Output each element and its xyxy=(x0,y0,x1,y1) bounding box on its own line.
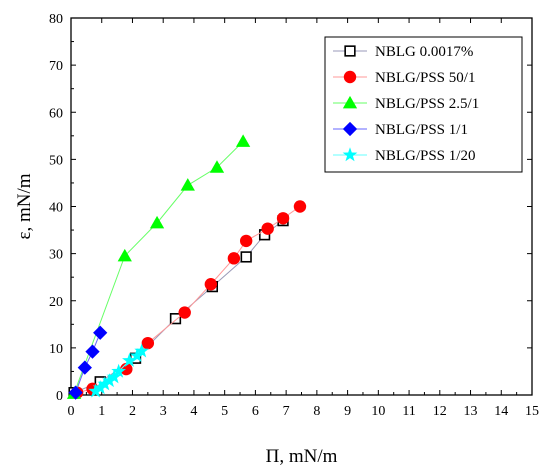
series-4 xyxy=(68,325,108,400)
series-line xyxy=(75,332,101,393)
data-point xyxy=(117,248,132,262)
x-tick-label: 13 xyxy=(464,404,478,419)
x-tick-label: 2 xyxy=(129,404,136,419)
data-point xyxy=(134,343,150,358)
data-point xyxy=(180,178,195,191)
data-point xyxy=(235,134,251,147)
x-tick-label: 10 xyxy=(371,404,385,419)
y-tick-label: 40 xyxy=(49,201,63,216)
y-tick-label: 50 xyxy=(49,153,63,168)
legend-label: NBLG/PSS 2.5/1 xyxy=(375,96,479,112)
x-tick-label: 11 xyxy=(402,404,415,419)
data-point xyxy=(68,385,83,400)
legend-item: NBLG/PSS 2.5/1 xyxy=(333,95,479,112)
x-tick-label: 3 xyxy=(160,404,167,419)
data-point xyxy=(93,325,108,340)
data-point xyxy=(88,383,103,398)
y-axis-title: ε, mN/m xyxy=(14,173,35,239)
data-point xyxy=(111,363,127,378)
legend-item: NBLG/PSS 1/20 xyxy=(333,147,475,164)
y-tick-label: 20 xyxy=(49,295,63,310)
legend: NBLG 0.0017% NBLG/PSS 50/1 NBLG/PSS 2.5/1 N… xyxy=(324,36,523,173)
data-point xyxy=(227,252,241,265)
data-point xyxy=(149,215,165,229)
x-tick-label: 0 xyxy=(68,404,75,419)
data-point xyxy=(178,306,191,319)
legend-item: NBLG 0.0017% xyxy=(333,44,473,60)
series-3 xyxy=(66,134,251,399)
x-tick-label: 9 xyxy=(344,404,351,419)
legend-item: NBLG/PSS 1/1 xyxy=(333,121,468,138)
series-line xyxy=(73,220,284,394)
x-tick-label: 7 xyxy=(283,404,290,419)
data-point xyxy=(106,369,122,384)
y-tick-label: 10 xyxy=(49,342,63,357)
y-tick-label: 0 xyxy=(56,389,63,404)
data-point xyxy=(141,336,155,350)
x-tick-label: 5 xyxy=(221,404,228,419)
x-tick-label: 1 xyxy=(98,404,105,419)
y-tick-label: 60 xyxy=(49,106,63,121)
y-tick-label: 70 xyxy=(49,59,63,74)
data-point xyxy=(261,222,274,235)
data-point xyxy=(293,200,307,213)
series-1 xyxy=(68,215,289,399)
x-axis-title: Π, mN/m xyxy=(266,446,338,467)
x-tick-label: 15 xyxy=(525,404,539,419)
x-tick-label: 8 xyxy=(313,404,320,419)
data-point xyxy=(239,234,253,248)
legend-marker xyxy=(344,45,356,57)
data-point xyxy=(240,251,252,263)
series-5 xyxy=(88,343,150,398)
legend-marker xyxy=(342,147,358,162)
x-tick-label: 12 xyxy=(433,404,447,419)
series-2 xyxy=(70,200,307,399)
legend-label: NBLG/PSS 1/20 xyxy=(375,148,475,164)
x-tick-label: 14 xyxy=(494,404,508,419)
series-layer xyxy=(66,134,307,400)
data-point xyxy=(122,352,137,367)
data-point xyxy=(92,380,108,395)
legend-marker xyxy=(343,70,357,84)
y-tick-label: 80 xyxy=(49,12,63,27)
series-line xyxy=(73,141,244,394)
data-point xyxy=(169,313,182,325)
x-tick-label: 4 xyxy=(190,404,197,419)
legend-label: NBLG/PSS 1/1 xyxy=(375,122,468,138)
legend-label: NBLG 0.0017% xyxy=(375,44,473,60)
data-point xyxy=(276,212,290,225)
legend-marker xyxy=(342,95,358,109)
data-point xyxy=(129,348,145,363)
data-point xyxy=(77,360,92,375)
x-tick-label: 6 xyxy=(252,404,259,419)
data-point xyxy=(97,376,113,391)
data-point xyxy=(102,373,117,388)
y-tick-label: 30 xyxy=(49,248,63,263)
legend-marker xyxy=(342,121,358,137)
legend-label: NBLG/PSS 50/1 xyxy=(375,70,475,86)
legend-item: NBLG/PSS 50/1 xyxy=(333,70,475,86)
legend-box xyxy=(324,36,523,173)
data-point xyxy=(120,362,133,376)
data-point xyxy=(85,344,100,359)
data-point xyxy=(209,160,225,173)
data-point xyxy=(204,278,218,291)
